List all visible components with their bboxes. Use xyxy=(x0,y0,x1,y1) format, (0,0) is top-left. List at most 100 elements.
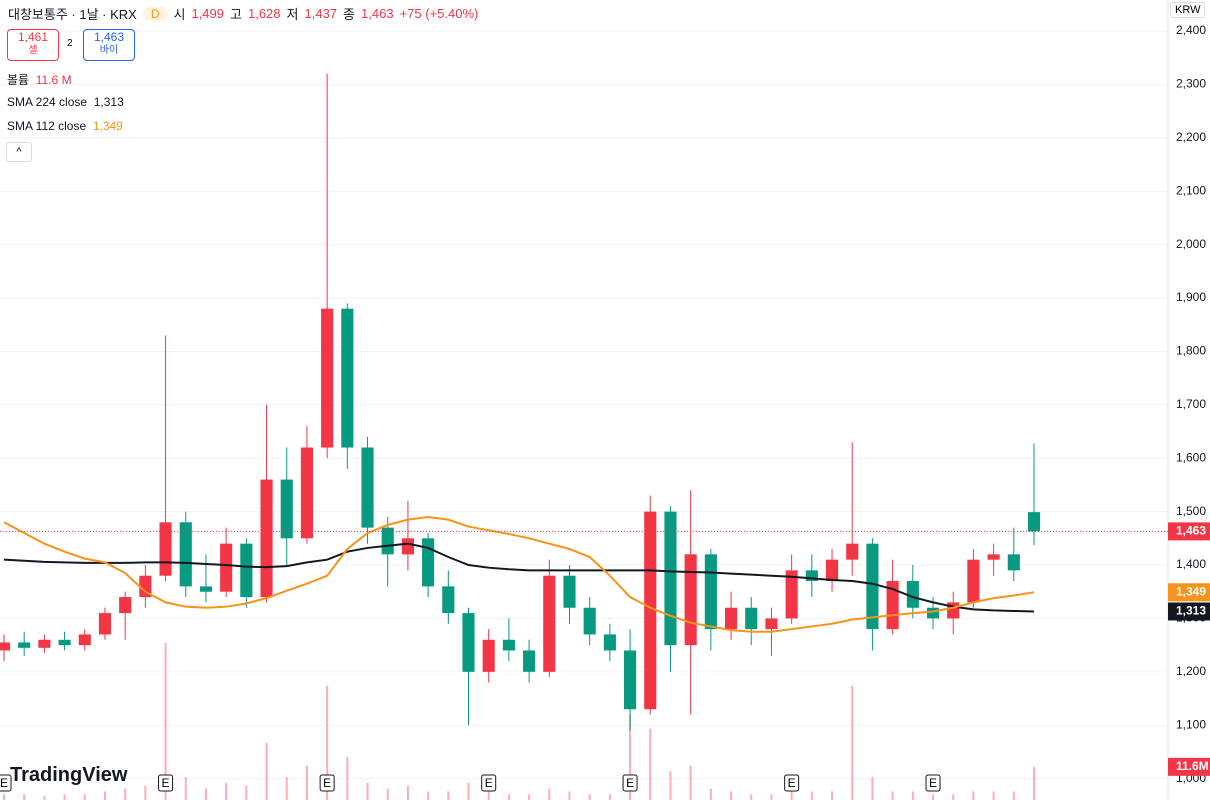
candle-body xyxy=(179,522,192,587)
volume-bar xyxy=(810,791,813,800)
event-box xyxy=(319,774,335,792)
buy-price: 1,463 xyxy=(93,30,125,44)
spread: 2 xyxy=(67,38,73,49)
candle-body xyxy=(341,308,354,448)
volume-bar xyxy=(427,791,430,800)
event-marker: E xyxy=(0,774,12,792)
candle-body xyxy=(199,586,213,592)
collapse-button[interactable]: ^ xyxy=(6,142,32,162)
event-label: E xyxy=(485,776,493,790)
buy-button[interactable]: 1,463 바이 xyxy=(83,29,135,61)
volume-bar xyxy=(184,777,187,800)
low-label: 저 xyxy=(286,7,299,22)
open-label: 시 xyxy=(173,7,186,22)
close-value: 1,463 xyxy=(361,6,394,21)
candle-body xyxy=(523,650,536,672)
sma112-label: SMA 112 close xyxy=(7,119,87,133)
event-label: E xyxy=(323,776,331,790)
y-tick-label: 2,100 xyxy=(1176,183,1206,197)
volume-bar xyxy=(568,791,571,800)
candle-body xyxy=(0,642,11,651)
event-box xyxy=(158,774,174,792)
volume-bar xyxy=(932,794,935,800)
candle-body xyxy=(18,642,31,648)
volume-bar xyxy=(608,794,611,800)
low-value: 1,437 xyxy=(304,6,338,21)
price-tag xyxy=(1168,583,1210,602)
candle-body xyxy=(1027,512,1041,532)
y-tick-label: 1,400 xyxy=(1176,557,1206,571)
event-box xyxy=(622,774,638,792)
y-tick-label: 1,500 xyxy=(1176,504,1206,518)
volume-bar xyxy=(386,788,389,800)
y-tick-label: 2,400 xyxy=(1176,23,1206,37)
candle-body xyxy=(139,575,152,598)
candle-body xyxy=(886,581,899,630)
volume-bar xyxy=(447,791,450,800)
candle-body xyxy=(745,607,758,630)
candle-body xyxy=(563,575,576,608)
volume-bar xyxy=(952,794,955,800)
y-tick-label: 1,800 xyxy=(1176,344,1206,358)
event-label: E xyxy=(162,776,170,790)
volume-bar xyxy=(285,777,288,800)
candle-body xyxy=(38,639,51,648)
volume-bar xyxy=(305,765,308,800)
candle-body xyxy=(644,511,657,710)
candle-body xyxy=(785,570,798,619)
candle-body xyxy=(987,554,1000,560)
candle-body xyxy=(422,538,435,587)
candle-body xyxy=(401,538,414,555)
candle-body xyxy=(119,597,132,614)
candle-body xyxy=(260,479,273,598)
volume-tag-label: 11.6M xyxy=(1176,759,1209,773)
volume-bar xyxy=(750,794,753,800)
candle-body xyxy=(624,650,637,710)
candle-body xyxy=(159,522,172,576)
change: +75 (+5.40%) xyxy=(399,6,479,21)
y-tick-label: 2,200 xyxy=(1176,130,1206,144)
event-label: E xyxy=(929,776,937,790)
event-box xyxy=(481,774,497,792)
candle-body xyxy=(220,543,233,592)
event-label: E xyxy=(788,776,796,790)
status[interactable]: D xyxy=(142,6,168,21)
volume-bar xyxy=(588,794,591,800)
candle-body xyxy=(684,554,697,646)
y-tick-label: 1,600 xyxy=(1176,450,1206,464)
volume-bar xyxy=(346,757,349,800)
volume-bar xyxy=(730,791,733,800)
sma224-value: 1,313 xyxy=(93,95,124,109)
volume-bar xyxy=(245,785,248,800)
candle-body xyxy=(603,634,616,651)
volume-bar xyxy=(1033,766,1035,800)
volume-value: 11.6 M xyxy=(35,73,72,87)
candle-body xyxy=(462,613,475,672)
price-tag-label: 1,349 xyxy=(1176,584,1206,598)
y-tick-label: 1,700 xyxy=(1176,397,1206,411)
sma-line xyxy=(3,542,1035,613)
candle-body xyxy=(725,607,738,630)
close-label: 종 xyxy=(343,7,356,22)
volume-bar xyxy=(204,788,207,800)
symbol[interactable]: 대창보통주 · 1날 · KRX xyxy=(8,7,137,22)
currency[interactable]: KRW xyxy=(1170,2,1206,18)
candle-body xyxy=(502,639,515,651)
logo: TradingView xyxy=(10,764,128,786)
high-value: 1,628 xyxy=(247,6,281,21)
volume-bar xyxy=(770,794,773,800)
volume-bar xyxy=(871,777,874,800)
volume-bar xyxy=(164,642,167,800)
candle-body xyxy=(967,559,980,603)
y-tick-label: 1,900 xyxy=(1176,290,1206,304)
sma112-legend: SMA 112 close 1,349 xyxy=(7,119,123,133)
volume-bar xyxy=(911,791,914,800)
price-tag-label: 1,313 xyxy=(1176,604,1206,618)
event-marker: E xyxy=(925,774,941,792)
volume-bar xyxy=(790,791,793,800)
sma-line xyxy=(3,515,1035,633)
sell-button[interactable]: 1,461 셀 xyxy=(7,29,59,61)
candle-body xyxy=(906,581,919,608)
price-tag-label: 1,463 xyxy=(1176,524,1206,538)
candle-body xyxy=(280,479,293,539)
